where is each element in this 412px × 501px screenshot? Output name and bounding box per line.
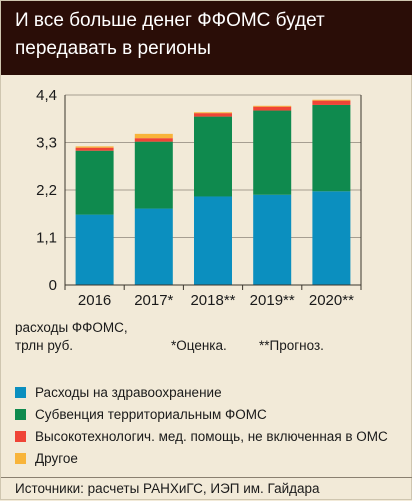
bar-segment bbox=[253, 105, 292, 107]
unit-note: расходы ФФОМС, трлн руб. bbox=[15, 320, 128, 353]
bar-segment bbox=[194, 112, 232, 114]
legend-item-other: Другое bbox=[15, 447, 388, 469]
legend-item-subvention: Субвенция территориальным ФОМС bbox=[15, 403, 388, 425]
legend-label-subvention: Субвенция территориальным ФОМС bbox=[35, 406, 267, 422]
bar-segment bbox=[194, 116, 232, 197]
bar-segment bbox=[134, 208, 173, 285]
x-tick-label: 2016 bbox=[78, 292, 111, 309]
bar-segment bbox=[134, 138, 173, 142]
source-note: Источники: расчеты РАНХиГС, ИЭП им. Гайд… bbox=[1, 477, 412, 501]
bar-segment bbox=[75, 147, 114, 151]
bar-segment bbox=[194, 196, 232, 285]
bar-segment bbox=[75, 150, 114, 215]
bar-segment bbox=[194, 113, 232, 117]
bars bbox=[75, 99, 351, 285]
bar-segment bbox=[253, 194, 292, 285]
x-tick-label: 2020** bbox=[309, 292, 354, 309]
bar-segment bbox=[253, 106, 292, 111]
bar-segment bbox=[312, 191, 351, 285]
footnote-estimate: *Оценка. bbox=[171, 338, 227, 353]
bar-segment bbox=[134, 133, 173, 139]
y-tick-label: 2,2 bbox=[36, 182, 57, 199]
tick-labels: 0 1,1 2,2 3,3 4,4 2016 2017* 2018** 2019** 2020** bbox=[36, 87, 354, 309]
y-tick-label: 1,1 bbox=[36, 230, 57, 247]
header-bar: И все больше денег ФФОМС будет передават… bbox=[1, 1, 412, 75]
bar-segment bbox=[75, 146, 114, 148]
legend-label-other: Другое bbox=[35, 450, 78, 466]
bar-segment bbox=[75, 214, 114, 285]
legend-item-hightech: Высокотехнологич. мед. помощь, не включе… bbox=[15, 425, 388, 447]
footnote-forecast: **Прогноз. bbox=[259, 338, 324, 353]
legend-swatch-health bbox=[15, 386, 26, 398]
axes bbox=[64, 95, 362, 290]
bar-segment bbox=[312, 99, 351, 101]
y-tick-label: 3,3 bbox=[36, 135, 57, 152]
y-tick-label: 0 bbox=[49, 277, 57, 294]
legend: Расходы на здравоохранение Субвенция тер… bbox=[15, 381, 388, 469]
bar-segment bbox=[253, 110, 292, 195]
x-tick-label: 2019** bbox=[250, 292, 295, 309]
bar-segment bbox=[134, 141, 173, 209]
legend-label-hightech: Высокотехнологич. мед. помощь, не включе… bbox=[35, 428, 388, 444]
y-tick-label: 4,4 bbox=[36, 87, 57, 104]
legend-swatch-subvention bbox=[15, 408, 26, 420]
legend-swatch-other bbox=[15, 452, 26, 464]
legend-label-health: Расходы на здравоохранение bbox=[35, 384, 222, 400]
chart-title: И все больше денег ФФОМС будет передават… bbox=[15, 10, 325, 59]
stacked-bar-chart: 0 1,1 2,2 3,3 4,4 2016 2017* 2018** 2019** 2020** bbox=[36, 87, 362, 309]
x-tick-label: 2017* bbox=[134, 292, 173, 309]
x-tick-label: 2018** bbox=[190, 292, 235, 309]
legend-swatch-hightech bbox=[15, 430, 26, 442]
legend-item-health: Расходы на здравоохранение bbox=[15, 381, 388, 403]
bar-segment bbox=[312, 104, 351, 192]
bar-segment bbox=[312, 100, 351, 105]
